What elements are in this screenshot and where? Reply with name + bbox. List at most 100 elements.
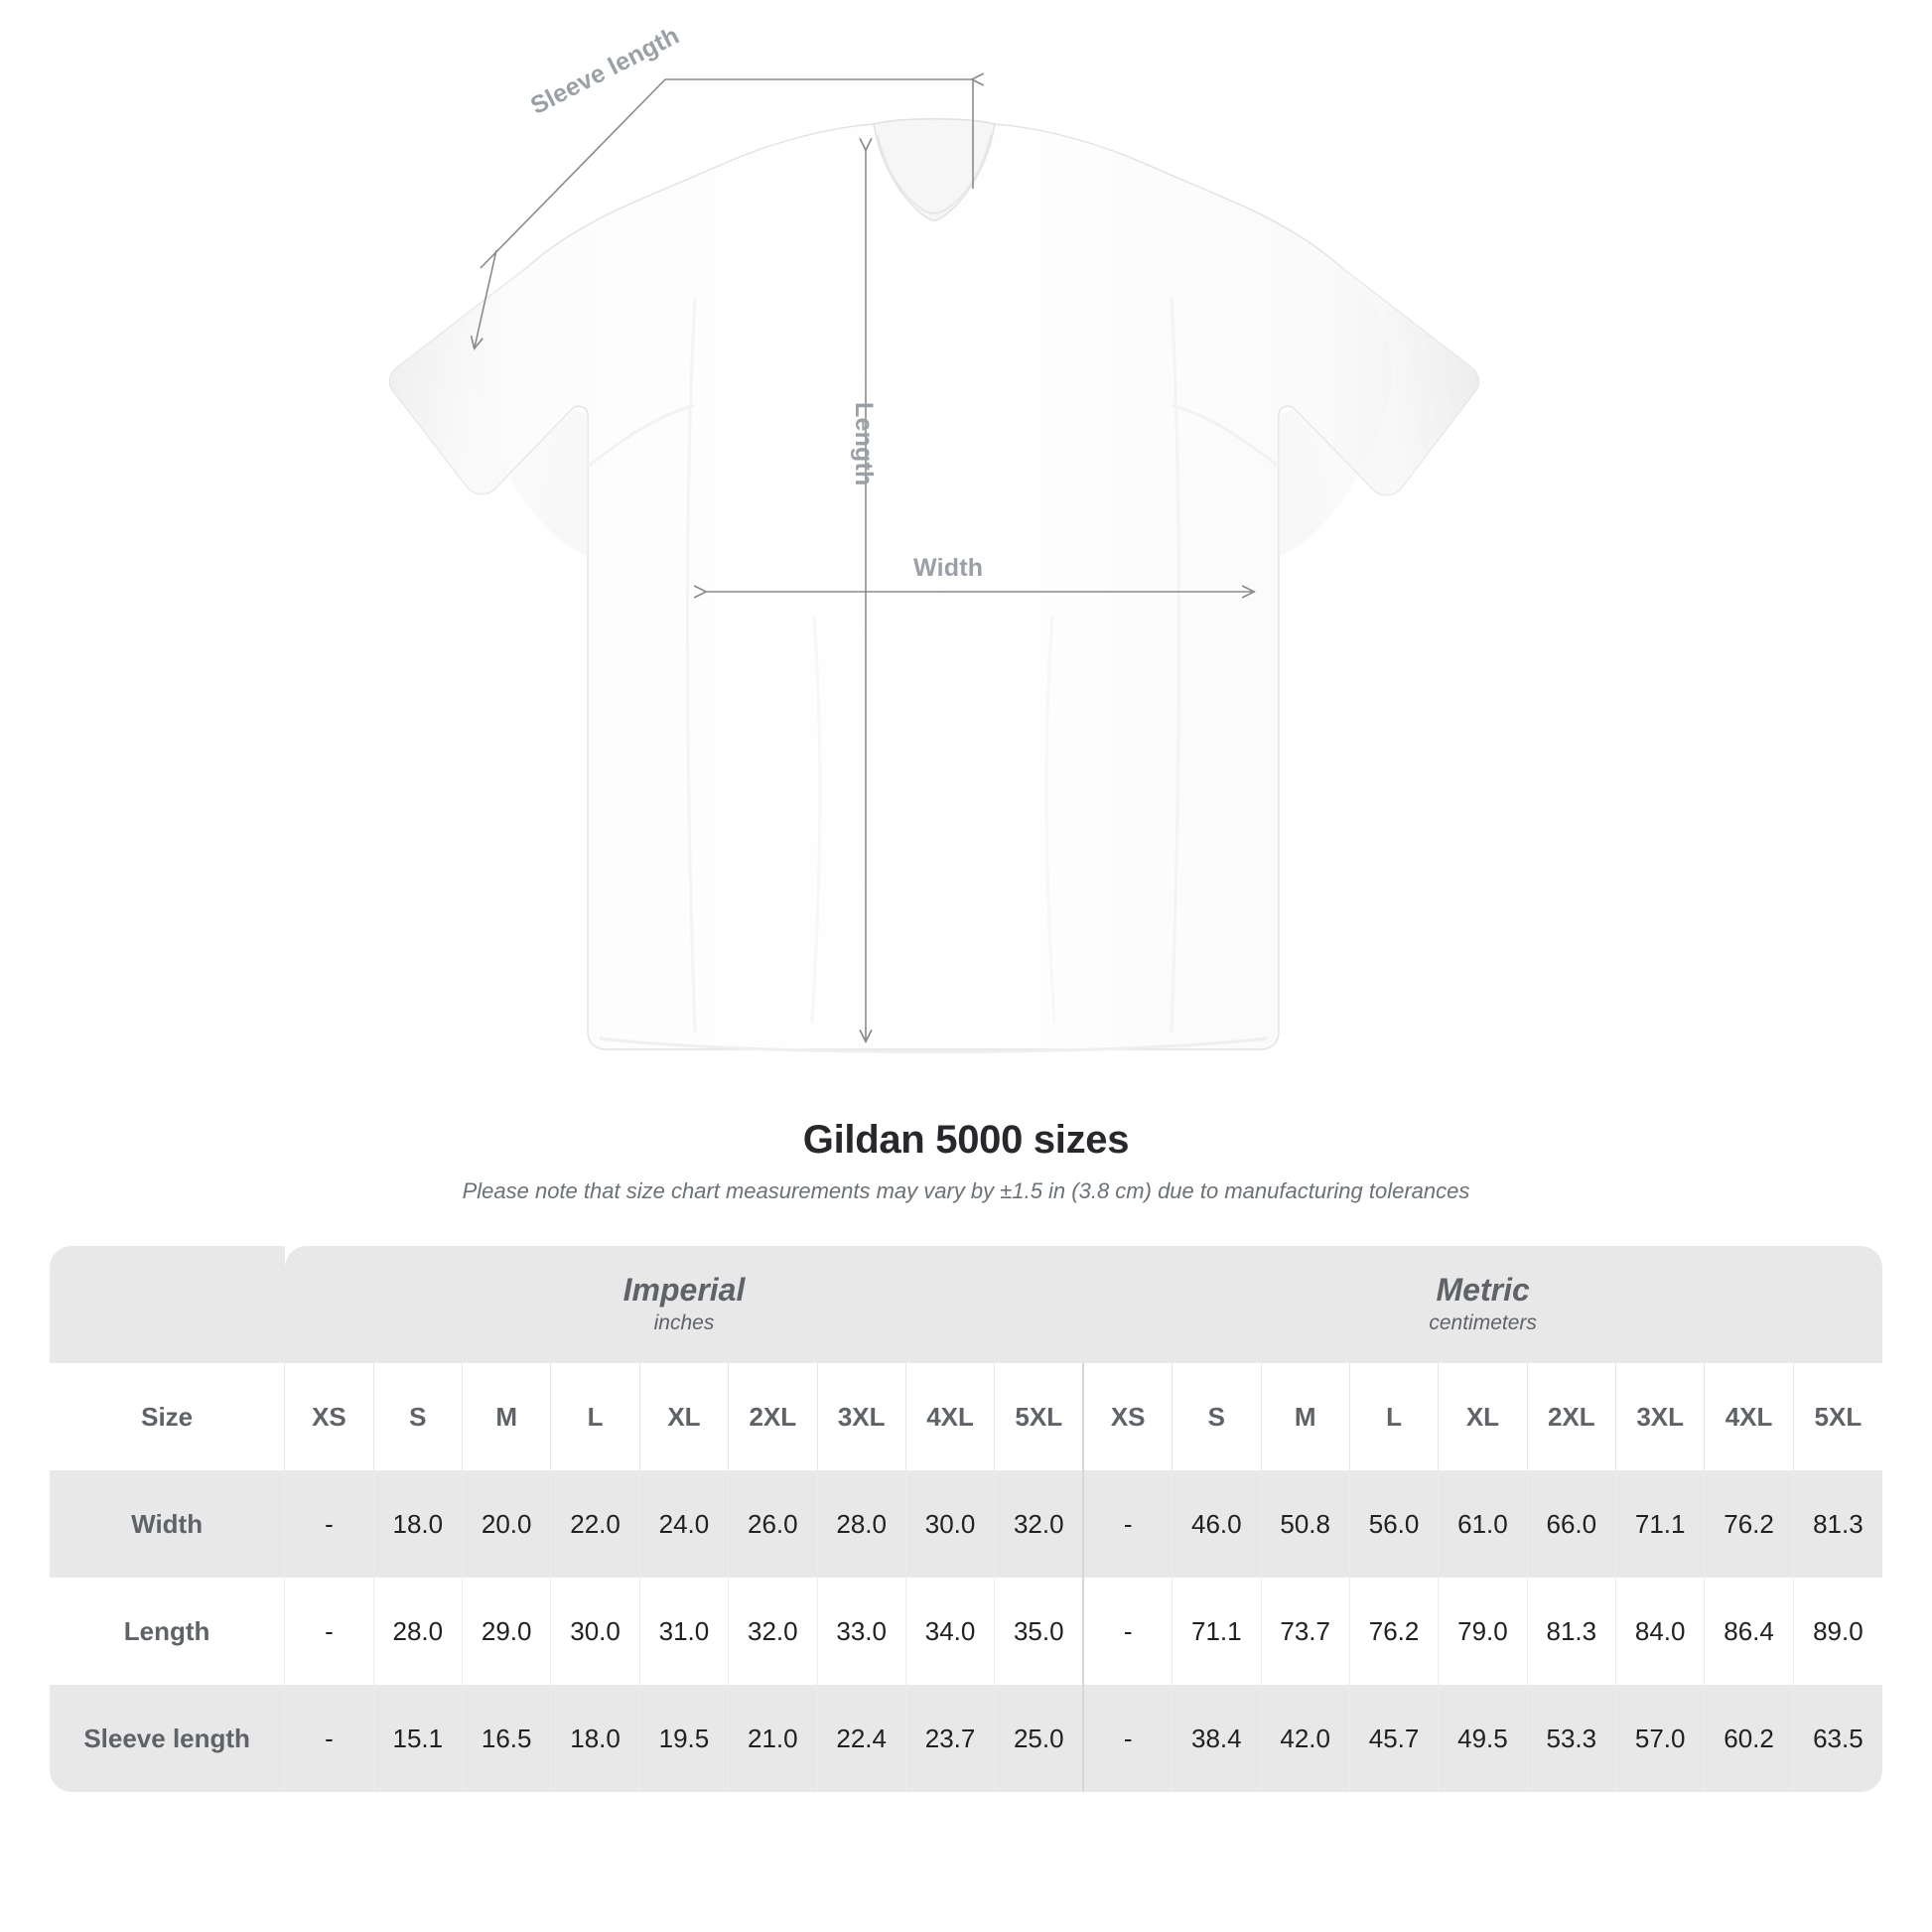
cell-sleeve-met-5xl: 63.5 [1792, 1685, 1882, 1792]
cell-sleeve-met-m: 42.0 [1260, 1685, 1350, 1792]
page-title: Gildan 5000 sizes [802, 1118, 1130, 1162]
size-imp-3xl: 3XL [816, 1363, 906, 1470]
cell-width-met-4xl: 76.2 [1704, 1470, 1794, 1578]
unit-banner-spacer [50, 1246, 285, 1363]
cell-width-met-3xl: 71.1 [1614, 1470, 1705, 1578]
cell-width-imp-3xl: 28.0 [816, 1470, 906, 1578]
sleeve-end-tick [475, 249, 497, 347]
cell-sleeve-imp-2xl: 21.0 [728, 1685, 817, 1792]
title-block: Gildan 5000 sizes Please note that size … [0, 1112, 1932, 1204]
cell-length-imp-s: 28.0 [372, 1578, 463, 1685]
unit-imperial-cell: Imperial inches [284, 1246, 1084, 1363]
cell-sleeve-imp-xs: - [284, 1685, 374, 1792]
cell-width-met-xs: - [1082, 1470, 1173, 1578]
cell-width-met-s: 46.0 [1172, 1470, 1261, 1578]
cell-width-imp-2xl: 26.0 [728, 1470, 817, 1578]
size-met-xl: XL [1438, 1363, 1528, 1470]
row-label-length: Length [50, 1578, 285, 1685]
size-imp-s: S [372, 1363, 463, 1470]
size-header-row: Size XS S M L XL 2XL 3XL 4XL 5XL XS S M … [50, 1363, 1882, 1470]
cell-width-met-l: 56.0 [1348, 1470, 1439, 1578]
cell-length-met-s: 71.1 [1172, 1578, 1261, 1685]
cell-width-imp-xs: - [284, 1470, 374, 1578]
cell-sleeve-met-3xl: 57.0 [1614, 1685, 1705, 1792]
cell-width-imp-4xl: 30.0 [904, 1470, 995, 1578]
row-label-sleeve-length: Sleeve length [50, 1685, 285, 1792]
cell-length-met-3xl: 84.0 [1614, 1578, 1705, 1685]
cell-sleeve-imp-4xl: 23.7 [904, 1685, 995, 1792]
size-imp-xl: XL [638, 1363, 729, 1470]
size-met-5xl: 5XL [1792, 1363, 1882, 1470]
tshirt-shape [388, 118, 1480, 1053]
size-met-m: M [1260, 1363, 1350, 1470]
measurement-lines [475, 79, 1253, 1040]
size-met-xs: XS [1082, 1363, 1173, 1470]
tolerance-note: Please note that size chart measurements… [462, 1178, 1470, 1203]
size-imp-5xl: 5XL [994, 1363, 1084, 1470]
size-imp-4xl: 4XL [904, 1363, 995, 1470]
table-row: Sleeve length - 15.1 16.5 18.0 19.5 21.0… [50, 1685, 1882, 1792]
unit-metric-name: Metric [1436, 1271, 1530, 1308]
cell-width-met-2xl: 66.0 [1526, 1470, 1616, 1578]
length-label: Length [850, 402, 878, 486]
size-imp-l: L [550, 1363, 640, 1470]
cell-width-imp-m: 20.0 [461, 1470, 551, 1578]
cell-sleeve-imp-l: 18.0 [550, 1685, 640, 1792]
unit-imperial-sub: inches [653, 1311, 715, 1334]
cell-length-imp-4xl: 34.0 [904, 1578, 995, 1685]
cell-width-imp-l: 22.0 [550, 1470, 640, 1578]
cell-length-imp-l: 30.0 [550, 1578, 640, 1685]
size-imp-xs: XS [284, 1363, 374, 1470]
cell-length-met-xs: - [1082, 1578, 1173, 1685]
size-met-2xl: 2XL [1526, 1363, 1616, 1470]
sleeve-diagonal-segment [480, 78, 666, 269]
width-label: Width [913, 554, 984, 582]
cell-length-imp-xl: 31.0 [638, 1578, 729, 1685]
tshirt-illustration [388, 0, 1480, 1053]
cell-length-imp-3xl: 33.0 [816, 1578, 906, 1685]
cell-sleeve-imp-m: 16.5 [461, 1685, 551, 1792]
unit-imperial-name: Imperial [622, 1271, 746, 1308]
size-imp-2xl: 2XL [728, 1363, 817, 1470]
cell-sleeve-met-2xl: 53.3 [1526, 1685, 1616, 1792]
size-table-wrap: Imperial inches Metric centimeters Size … [50, 1246, 1882, 1792]
cell-length-imp-m: 29.0 [461, 1578, 551, 1685]
cell-sleeve-met-l: 45.7 [1348, 1685, 1439, 1792]
cell-length-met-2xl: 81.3 [1526, 1578, 1616, 1685]
cell-length-met-4xl: 86.4 [1704, 1578, 1794, 1685]
size-met-s: S [1172, 1363, 1261, 1470]
cell-width-met-5xl: 81.3 [1792, 1470, 1882, 1578]
table-row: Length - 28.0 29.0 30.0 31.0 32.0 33.0 3… [50, 1578, 1882, 1685]
cell-length-met-m: 73.7 [1260, 1578, 1350, 1685]
cell-width-imp-s: 18.0 [372, 1470, 463, 1578]
cell-width-met-m: 50.8 [1260, 1470, 1350, 1578]
size-imp-m: M [461, 1363, 551, 1470]
cell-sleeve-imp-xl: 19.5 [638, 1685, 729, 1792]
cell-sleeve-met-xl: 49.5 [1438, 1685, 1528, 1792]
unit-metric-cell: Metric centimeters [1083, 1246, 1882, 1363]
size-header-label: Size [50, 1363, 285, 1470]
cell-length-met-xl: 79.0 [1438, 1578, 1528, 1685]
cell-sleeve-met-4xl: 60.2 [1704, 1685, 1794, 1792]
cell-sleeve-met-s: 38.4 [1172, 1685, 1261, 1792]
cell-length-imp-2xl: 32.0 [728, 1578, 817, 1685]
unit-banner-row: Imperial inches Metric centimeters [50, 1246, 1882, 1363]
unit-metric-sub: centimeters [1429, 1311, 1537, 1334]
size-met-4xl: 4XL [1704, 1363, 1794, 1470]
cell-width-imp-xl: 24.0 [638, 1470, 729, 1578]
cell-width-met-xl: 61.0 [1438, 1470, 1528, 1578]
cell-sleeve-imp-5xl: 25.0 [994, 1685, 1084, 1792]
cell-sleeve-imp-3xl: 22.4 [816, 1685, 906, 1792]
table-row: Width - 18.0 20.0 22.0 24.0 26.0 28.0 30… [50, 1470, 1882, 1578]
cell-length-imp-5xl: 35.0 [994, 1578, 1084, 1685]
cell-sleeve-met-xs: - [1082, 1685, 1173, 1792]
cell-length-met-5xl: 89.0 [1792, 1578, 1882, 1685]
size-chart-table: Imperial inches Metric centimeters Size … [50, 1246, 1882, 1792]
size-met-l: L [1348, 1363, 1439, 1470]
cell-length-imp-xs: - [284, 1578, 374, 1685]
size-met-3xl: 3XL [1614, 1363, 1705, 1470]
cell-sleeve-imp-s: 15.1 [372, 1685, 463, 1792]
cell-length-met-l: 76.2 [1348, 1578, 1439, 1685]
tshirt-diagram: Sleeve length Length Width [388, 0, 1480, 1053]
row-label-width: Width [50, 1470, 285, 1578]
